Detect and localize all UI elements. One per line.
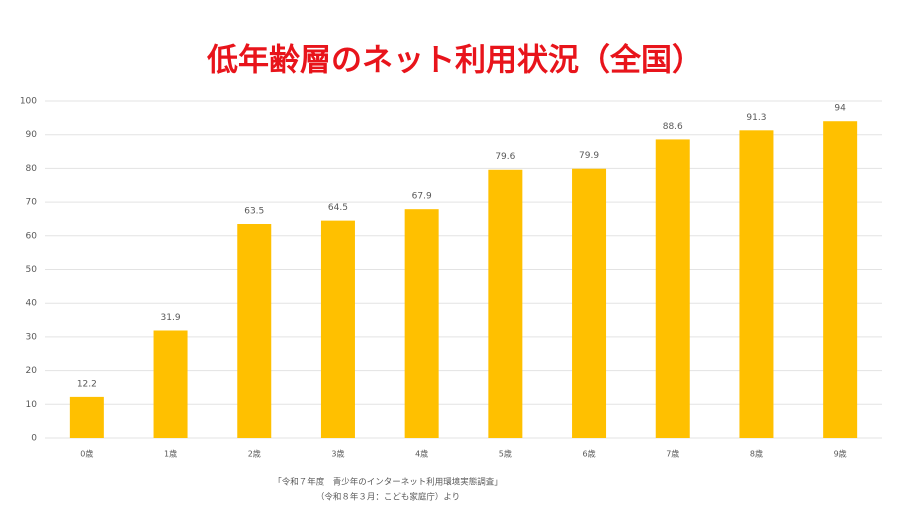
data-label: 63.5: [244, 207, 264, 217]
x-tick-label: 4歳: [415, 449, 428, 459]
data-label: 79.9: [579, 151, 599, 161]
x-tick-label: 9歳: [834, 449, 847, 459]
bar: [237, 224, 272, 438]
y-tick-label: 0: [31, 434, 37, 444]
data-label: 12.2: [77, 379, 97, 389]
bar: [823, 121, 858, 438]
chart-title: 低年齢層のネット利用状況（全国）: [206, 43, 703, 79]
bar: [739, 130, 774, 438]
x-tick-label: 7歳: [666, 449, 679, 459]
source: （令和８年３月：こども家庭庁）より: [316, 492, 460, 503]
x-tick-label: 8歳: [750, 449, 763, 459]
x-tick-label: 0歳: [80, 449, 93, 459]
bar: [655, 139, 690, 438]
y-tick-label: 20: [26, 366, 38, 376]
data-label: 31.9: [161, 313, 181, 323]
x-tick-label: 2歳: [248, 449, 261, 459]
bar: [572, 168, 607, 438]
data-label: 91.3: [746, 113, 766, 123]
bar: [69, 396, 104, 438]
y-tick-label: 60: [26, 231, 38, 241]
data-label: 88.6: [663, 122, 683, 132]
y-tick-label: 50: [26, 265, 38, 275]
data-label: 67.9: [412, 192, 432, 202]
y-tick-label: 90: [26, 130, 38, 140]
x-tick-label: 6歳: [583, 449, 596, 459]
bar: [153, 330, 188, 438]
x-tick-label: 1歳: [164, 449, 177, 459]
data-label: 79.6: [495, 152, 515, 162]
data-label: 64.5: [328, 203, 348, 213]
data-label: 94: [834, 104, 846, 114]
y-tick-label: 40: [26, 299, 38, 309]
bar: [488, 169, 523, 439]
y-tick-label: 80: [26, 164, 38, 174]
bar: [404, 209, 439, 438]
y-tick-label: 100: [20, 97, 37, 107]
x-tick-label: 5歳: [499, 449, 512, 459]
x-tick-label: 3歳: [331, 449, 344, 459]
bar: [320, 220, 355, 438]
y-tick-label: 30: [26, 332, 38, 342]
y-tick-label: 10: [26, 400, 38, 410]
source: 「令和７年度 青少年のインターネット利用環境実態調査」: [273, 477, 503, 488]
y-tick-label: 70: [26, 198, 38, 208]
